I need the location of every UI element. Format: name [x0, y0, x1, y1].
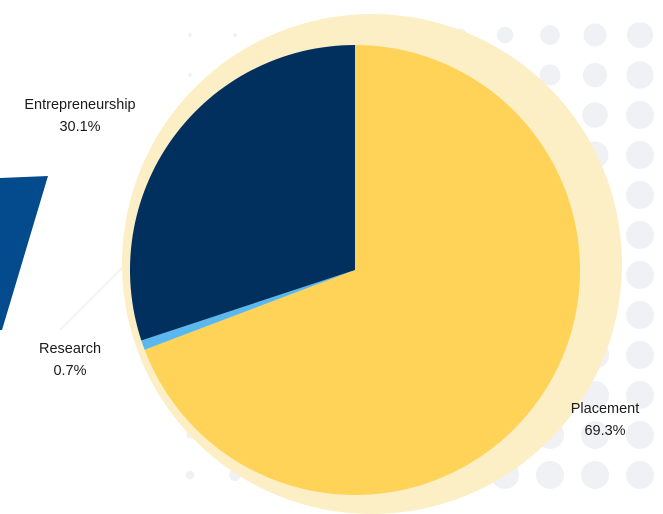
decorative-dot: [626, 221, 654, 249]
decorative-dot: [626, 261, 654, 289]
decorative-dot: [626, 21, 654, 49]
slice-label-research: Research 0.7%: [10, 338, 130, 382]
decorative-dot: [539, 64, 561, 86]
decorative-dot: [626, 461, 654, 489]
decorative-dot: [536, 461, 564, 489]
slice-name-placement: Placement: [570, 401, 640, 417]
pie-slices: [129, 45, 580, 495]
decorative-dot: [188, 73, 192, 77]
decorative-dot: [626, 61, 654, 89]
decorative-dot: [185, 470, 195, 480]
slice-value-research: 0.7%: [53, 363, 87, 379]
slice-name-research: Research: [38, 341, 102, 357]
slice-label-placement: Placement 69.3%: [550, 398, 660, 442]
decorative-dot: [581, 461, 609, 489]
decorative-dot: [581, 421, 609, 449]
decorative-dot: [188, 33, 192, 37]
decorative-dot: [626, 341, 654, 369]
pie-slice-entrepreneurship: [129, 45, 355, 341]
decorative-dot: [626, 101, 654, 129]
decorative-dot: [540, 25, 560, 45]
decorative-dot: [582, 62, 608, 88]
decorative-dot: [626, 381, 654, 409]
decorative-dot: [626, 421, 654, 449]
slice-label-entrepreneurship: Entrepreneurship 30.1%: [0, 94, 160, 138]
decorative-dot: [582, 102, 608, 128]
slice-value-placement: 69.3%: [584, 423, 626, 439]
pie-slice-placement: [144, 45, 580, 495]
decorative-dot: [626, 301, 654, 329]
decorative-dot: [583, 23, 607, 47]
decorative-dot: [626, 141, 654, 169]
pie-slice-research: [141, 270, 355, 350]
slice-value-entrepreneurship: 30.1%: [59, 119, 101, 135]
decorative-blue-stripe: [0, 176, 48, 330]
decorative-dot: [233, 33, 237, 37]
slice-name-entrepreneurship: Entrepreneurship: [24, 97, 136, 113]
decorative-dot: [626, 181, 654, 209]
decorative-dot: [496, 26, 514, 44]
